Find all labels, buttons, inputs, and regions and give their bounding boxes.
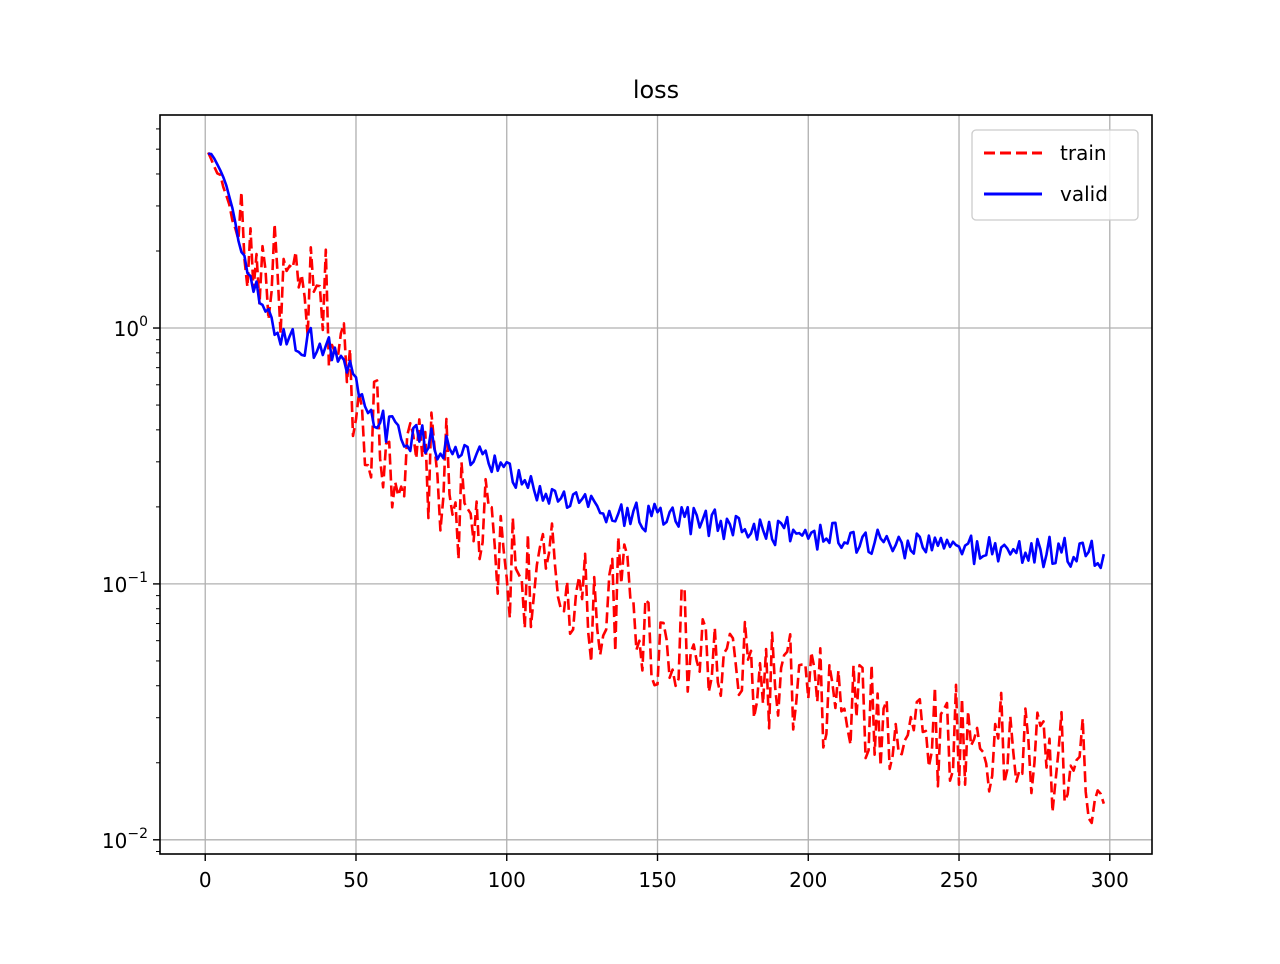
y-tick-label: 10−1 (102, 570, 148, 597)
chart-title: loss (633, 76, 679, 104)
legend-valid-label: valid (1060, 182, 1108, 206)
series-layer (207, 151, 1106, 825)
y-tick-label: 10−2 (102, 826, 148, 853)
legend-frame (971, 129, 1139, 221)
x-tick-label: 0 (199, 868, 212, 892)
x-tick-label: 100 (488, 868, 526, 892)
series-line-train (207, 151, 1106, 825)
plot-frame (159, 114, 1153, 855)
x-tick-label: 150 (638, 868, 676, 892)
x-tick-label: 250 (940, 868, 978, 892)
grid-layer (160, 115, 1152, 854)
tick-layer: 0 50 100 150 200 250 300 100 10−1 10−2 (102, 128, 1129, 892)
series-line-valid (208, 152, 1106, 570)
x-tick-label: 50 (343, 868, 368, 892)
y-tick-label: 100 (114, 314, 148, 341)
legend: train valid (971, 129, 1139, 221)
legend-train-label: train (1060, 141, 1107, 165)
x-tick-label: 300 (1091, 868, 1129, 892)
x-tick-label: 200 (789, 868, 827, 892)
